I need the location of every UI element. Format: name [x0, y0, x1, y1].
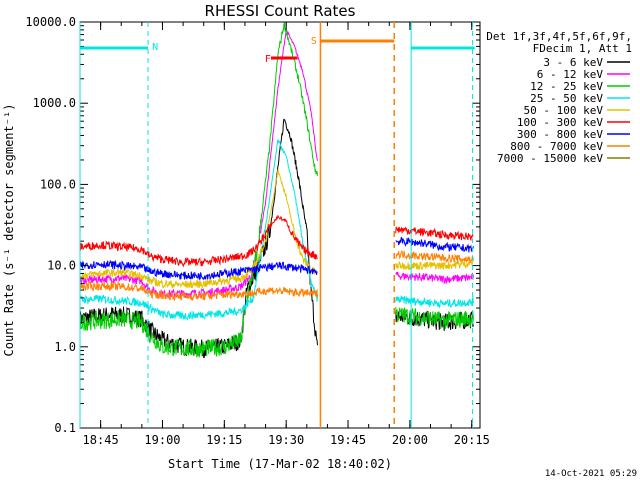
- legend-header-1: Det 1f,3f,4f,5f,6f,9f,: [486, 30, 632, 43]
- saa-label-S: S: [311, 36, 317, 47]
- x-tick-label: 19:45: [330, 433, 366, 447]
- series-line-5: [79, 215, 474, 268]
- legend-header-2: FDecim 1, Att 1: [533, 42, 632, 55]
- legend-entry-3: 25 - 50 keV: [530, 92, 603, 105]
- y-tick-label: 1.0: [54, 340, 76, 354]
- y-axis-label: Count Rate (s⁻¹ detector segment⁻¹): [2, 104, 16, 357]
- plot-frame: [79, 21, 481, 429]
- y-tick-label: 10.0: [47, 259, 76, 273]
- flare-label-F: F: [265, 54, 271, 65]
- x-tick-label: 19:00: [144, 433, 180, 447]
- x-tick-label: 20:00: [392, 433, 428, 447]
- x-axis-label: Start Time (17-Mar-02 18:40:02): [168, 457, 392, 471]
- series-line-4: [79, 169, 474, 289]
- plot-area: 0.1 1.0 10.0 100.0 1000.0 10000.0 18:45 19:00 19…: [25, 15, 489, 447]
- footer-timestamp: 14-Oct-2021 05:29: [545, 469, 637, 479]
- x-tick-label: 20:15: [454, 433, 490, 447]
- series-line-2: [79, 22, 474, 358]
- legend-entry-8: 7000 - 15000 keV: [497, 152, 603, 165]
- night-label-N: N: [152, 42, 158, 53]
- x-tick-label: 19:30: [268, 433, 304, 447]
- chart-title: RHESSI Count Rates: [205, 2, 356, 20]
- series-line-3: [79, 139, 474, 321]
- series-line-7: [79, 250, 474, 302]
- y-tick-label: 10000.0: [25, 15, 76, 29]
- legend-entry-5: 100 - 300 keV: [517, 116, 603, 129]
- x-tick-label: 18:45: [83, 433, 119, 447]
- y-tick-label: 1000.0: [33, 96, 76, 110]
- legend-entry-7: 800 - 7000 keV: [510, 140, 603, 153]
- legend-entry-2: 12 - 25 keV: [530, 80, 603, 93]
- series-line-6: [79, 236, 474, 281]
- y-tick-label: 100.0: [40, 177, 76, 191]
- x-tick-label: 19:15: [206, 433, 242, 447]
- legend-entry-1: 6 - 12 keV: [537, 68, 604, 81]
- legend-entry-6: 300 - 800 keV: [517, 128, 603, 141]
- legend-entry-4: 50 - 100 keV: [524, 104, 604, 117]
- y-tick-label: 0.1: [54, 421, 76, 435]
- legend-entry-0: 3 - 6 keV: [543, 56, 603, 69]
